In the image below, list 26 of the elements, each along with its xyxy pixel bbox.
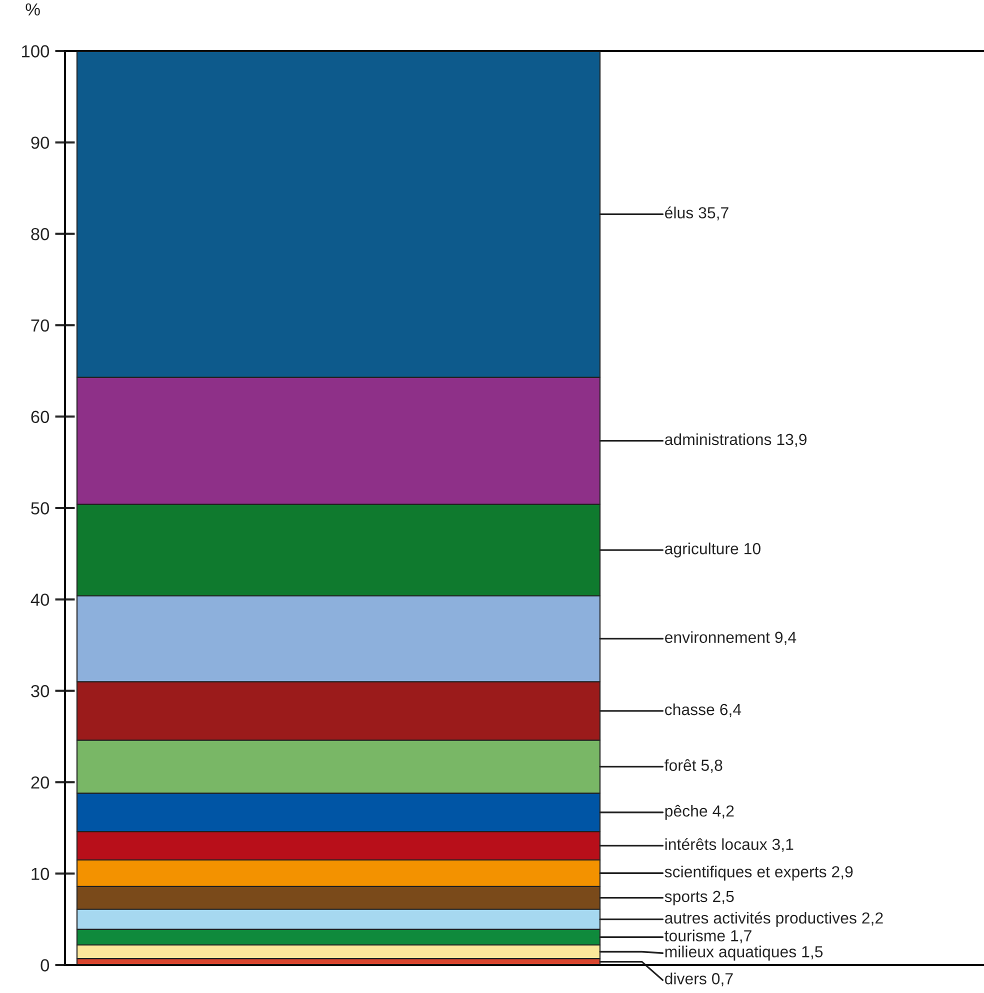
y-tick-label: 20 xyxy=(31,776,50,789)
text: chasse 6,4 xyxy=(665,703,742,718)
text: scientifiques et experts 2,9 xyxy=(664,866,853,881)
y-tick-label: 90 xyxy=(31,136,50,149)
text: pêche 4,2 xyxy=(665,804,734,820)
y-axis-title: % xyxy=(26,3,40,16)
y-tick-label: 40 xyxy=(30,594,50,606)
y-tick-label: 100 xyxy=(22,45,50,58)
text: agriculture 10 xyxy=(665,542,760,558)
text: administrations 13,9 xyxy=(665,433,807,447)
text: milieux aquatiques 1,5 xyxy=(665,946,823,961)
y-tick-label: 60 xyxy=(31,410,50,424)
text: intérêts locaux 3,1 xyxy=(665,838,794,852)
text: sports 2,5 xyxy=(664,890,734,906)
text: forêt 5,8 xyxy=(664,759,722,773)
y-tick-label: 0 xyxy=(40,959,50,972)
y-tick-label: 10 xyxy=(32,868,50,880)
text: autres activités productives 2,2 xyxy=(665,912,883,927)
y-tick-label: 30 xyxy=(31,684,50,698)
text: tourisme 1,7 xyxy=(664,930,752,944)
y-tick-label: 50 xyxy=(31,502,50,514)
y-tick-label: 70 xyxy=(31,319,50,332)
y-tick-label: 80 xyxy=(31,228,50,240)
text: divers 0,7 xyxy=(665,972,733,986)
text: environnement 9,4 xyxy=(665,631,796,645)
text: élus 35,7 xyxy=(665,206,728,220)
